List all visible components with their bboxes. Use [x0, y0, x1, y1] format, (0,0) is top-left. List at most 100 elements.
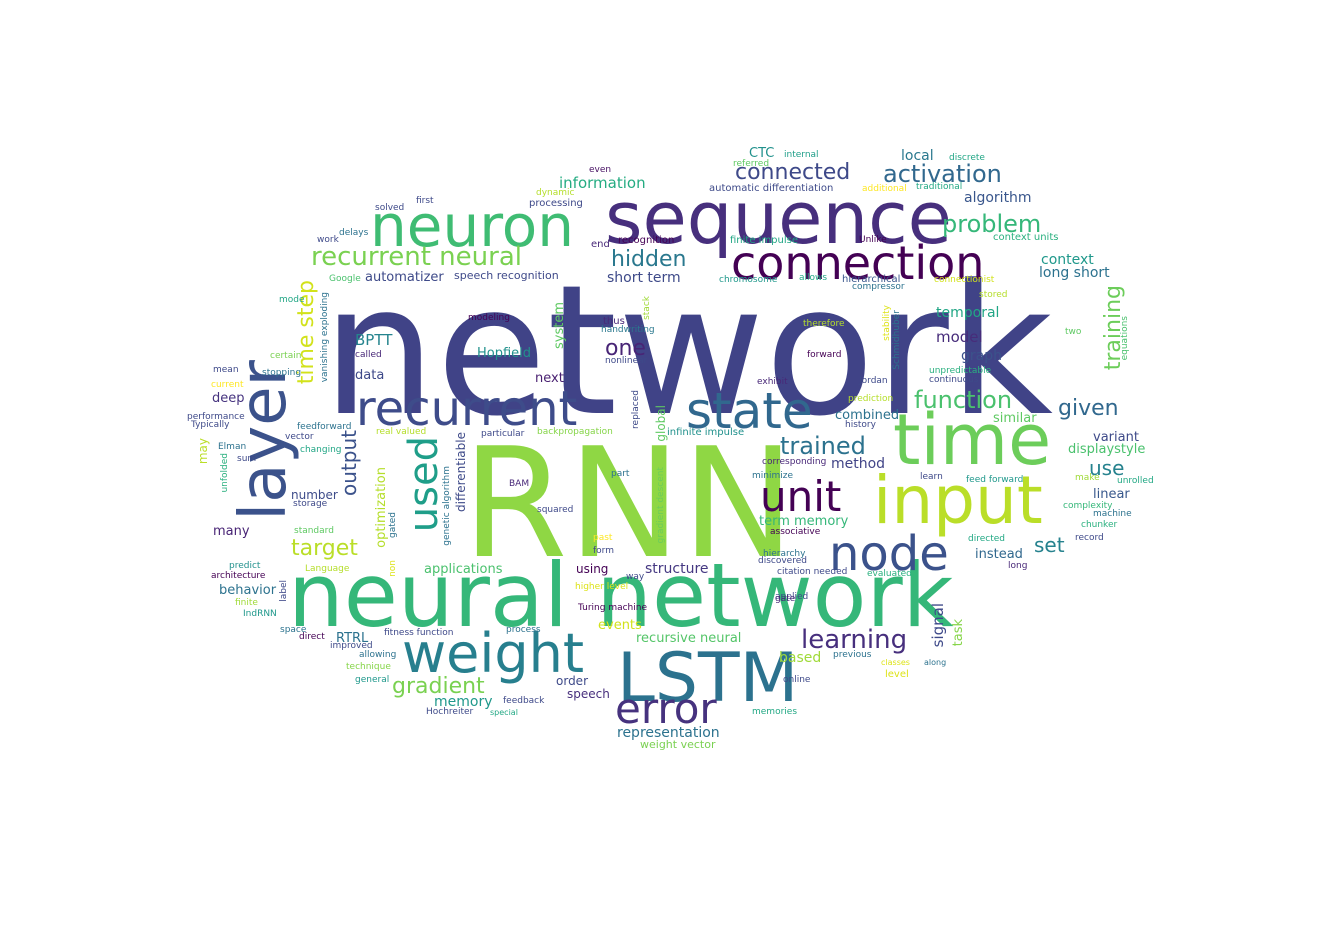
- word: Hochreiter: [426, 707, 474, 717]
- word: weight vector: [640, 738, 716, 751]
- word: state: [686, 382, 813, 440]
- word: Typically: [191, 420, 230, 430]
- word: hierarchical: [842, 274, 901, 285]
- word: information: [559, 174, 646, 192]
- word: graph: [961, 348, 1002, 364]
- word: particular: [481, 429, 525, 439]
- word: associative: [770, 527, 821, 537]
- word: way: [626, 572, 645, 582]
- word: behavior: [219, 583, 277, 598]
- word: unrolled: [1117, 476, 1154, 486]
- word: feedback: [503, 696, 545, 706]
- word: similar: [993, 411, 1037, 426]
- word: automatic differentiation: [709, 183, 834, 194]
- word: trained: [780, 432, 866, 460]
- word: prediction: [848, 394, 894, 404]
- word: non: [388, 560, 398, 577]
- word: sum: [237, 454, 257, 464]
- word: network: [322, 247, 1053, 456]
- word: short term: [607, 270, 681, 286]
- word: method: [831, 456, 886, 472]
- word: stack: [642, 296, 652, 320]
- word: input: [873, 462, 1043, 539]
- word: continuous: [929, 375, 979, 385]
- word: traditional: [916, 182, 963, 192]
- word: node: [829, 526, 949, 582]
- word: performance: [187, 412, 245, 422]
- word: along: [924, 658, 947, 667]
- word: referred: [733, 159, 770, 169]
- word: end: [591, 239, 610, 250]
- word: allows: [799, 273, 828, 283]
- word: previous: [833, 650, 872, 660]
- word: label: [279, 580, 289, 602]
- word: mode: [279, 295, 305, 305]
- word: standard: [294, 526, 334, 536]
- word: vector: [285, 432, 314, 442]
- word: optimization: [374, 467, 389, 548]
- word: linear: [1093, 487, 1130, 502]
- word: representation: [617, 725, 720, 741]
- word: Unlike: [859, 235, 887, 245]
- word: citation needed: [777, 567, 848, 577]
- word: context: [1041, 252, 1094, 268]
- word: deep: [212, 391, 245, 406]
- word: connection: [731, 236, 985, 290]
- word: fitness function: [384, 628, 454, 638]
- word: complexity: [1063, 501, 1113, 511]
- word: improved: [330, 641, 373, 651]
- word: architecture: [211, 571, 266, 581]
- word: equations: [1120, 316, 1130, 361]
- word: Elman: [218, 442, 247, 452]
- word: nonlinear: [605, 356, 648, 366]
- word: temporal: [936, 305, 1000, 321]
- word: first: [416, 196, 434, 206]
- word: general: [355, 675, 390, 685]
- word: form: [593, 546, 614, 556]
- word: dynamic: [536, 188, 575, 198]
- word: recognition: [618, 235, 675, 246]
- word: learn: [920, 472, 943, 482]
- word: stability: [882, 305, 892, 341]
- word: used: [401, 436, 447, 533]
- word: local: [901, 148, 934, 164]
- word: technique: [346, 662, 391, 672]
- word: long short: [1039, 265, 1110, 281]
- word: context units: [993, 232, 1059, 243]
- word: weight: [402, 622, 585, 685]
- word: gated: [388, 512, 398, 539]
- word: genetic algorithm: [442, 466, 452, 546]
- word: Hopfield: [477, 346, 532, 361]
- word: minimize: [752, 471, 794, 481]
- word: neural network: [288, 544, 954, 647]
- word: data: [355, 368, 385, 383]
- word: applications: [424, 562, 503, 577]
- word: special: [490, 708, 518, 717]
- word: recursive neural: [636, 631, 742, 646]
- word: set: [1034, 533, 1065, 557]
- word: stored: [979, 290, 1008, 300]
- word: gradient descent: [656, 467, 666, 544]
- word: real valued: [376, 427, 427, 437]
- word: exhibit: [757, 377, 788, 387]
- word: predict: [229, 561, 261, 571]
- word: function: [914, 386, 1013, 414]
- word: delays: [339, 228, 369, 238]
- word: activation: [883, 160, 1002, 188]
- word: Language: [305, 564, 350, 574]
- word: model: [936, 328, 983, 346]
- word: problem: [942, 210, 1042, 238]
- word: combined: [835, 408, 900, 423]
- word: even: [589, 165, 612, 175]
- word: automatizer: [365, 270, 444, 285]
- word: recurrent neural: [311, 242, 522, 272]
- word: many: [213, 524, 250, 539]
- word: RNN: [462, 415, 796, 592]
- word: storage: [293, 499, 328, 509]
- word: evaluated: [867, 569, 912, 579]
- word: variant: [1093, 430, 1139, 445]
- word: backpropagation: [537, 427, 613, 437]
- word: make: [1075, 473, 1100, 483]
- word: compressor: [852, 282, 905, 292]
- word: Jordan: [859, 376, 888, 386]
